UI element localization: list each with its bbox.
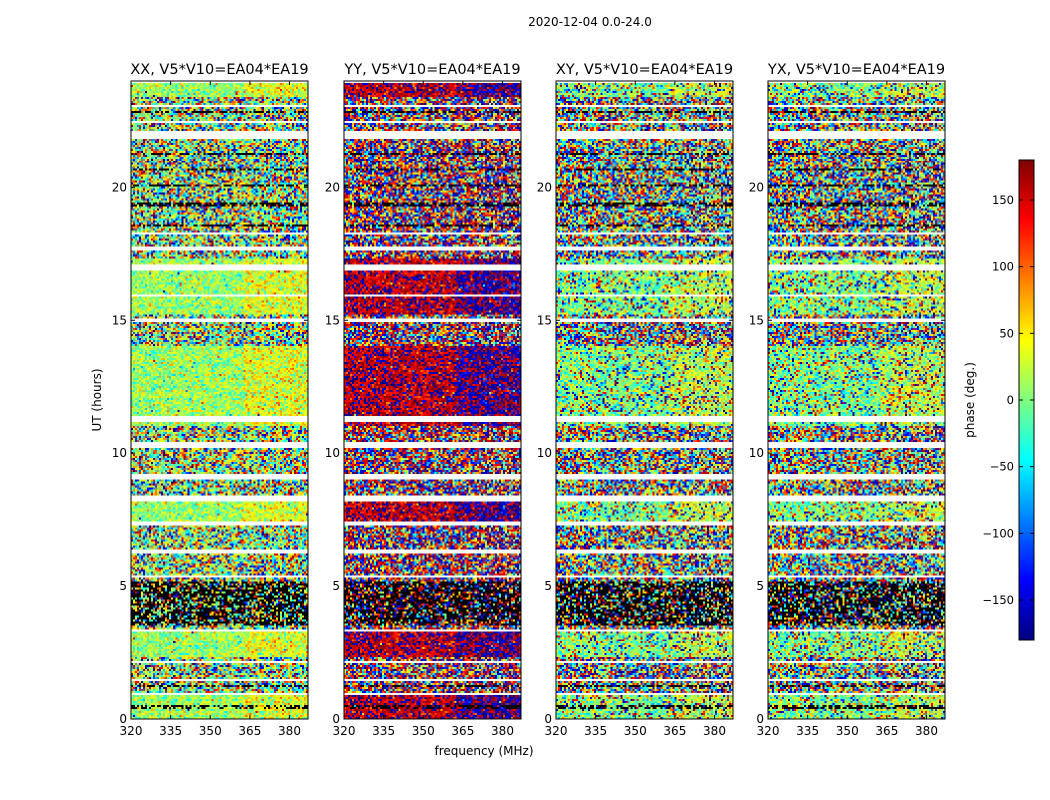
x-tick-label: 350 bbox=[412, 724, 435, 738]
x-tick-label: 350 bbox=[836, 724, 859, 738]
panel-frame bbox=[767, 80, 946, 720]
y-tick-label: 15 bbox=[749, 313, 764, 327]
y-tick-label: 20 bbox=[537, 180, 552, 194]
x-tick-label: 320 bbox=[333, 724, 356, 738]
panel-heatmap-4 bbox=[768, 81, 945, 719]
y-tick-label: 10 bbox=[112, 446, 127, 460]
colorbar-tick-label: −50 bbox=[990, 460, 1014, 474]
panel-title: YX, V5*V10=EA04*EA19 bbox=[767, 62, 945, 78]
y-tick-label: 0 bbox=[119, 712, 127, 726]
panel-3: XY, V5*V10=EA04*EA19 320 335 350 365 380 0 5 10 1… bbox=[537, 62, 734, 738]
x-tick-label: 380 bbox=[278, 724, 301, 738]
x-tick-label: 380 bbox=[915, 724, 938, 738]
y-tick-label: 5 bbox=[332, 579, 340, 593]
panel-heatmap-1 bbox=[131, 81, 308, 719]
panel-frame bbox=[343, 80, 522, 720]
x-tick-label: 335 bbox=[372, 724, 395, 738]
panel-1: XX, V5*V10=EA04*EA19 320 335 350 365 380 0 5 10 1… bbox=[112, 62, 309, 738]
colorbar-tick-label: 100 bbox=[992, 260, 1014, 274]
y-tick-label: 5 bbox=[119, 579, 127, 593]
y-tick-label: 0 bbox=[544, 712, 552, 726]
x-tick-label: 365 bbox=[875, 724, 898, 738]
x-tick-label: 380 bbox=[491, 724, 514, 738]
x-tick-label: 320 bbox=[120, 724, 143, 738]
y-tick-label: 10 bbox=[325, 446, 340, 460]
colorbar-label: phase (deg.) bbox=[963, 362, 977, 438]
panel-frame bbox=[555, 80, 734, 720]
panels-group: XX, V5*V10=EA04*EA19 320 335 350 365 380 0 5 10 1… bbox=[112, 62, 946, 738]
x-tick-label: 350 bbox=[199, 724, 222, 738]
y-tick-label: 0 bbox=[756, 712, 764, 726]
y-tick-label: 20 bbox=[112, 180, 127, 194]
x-tick-label: 320 bbox=[545, 724, 568, 738]
panel-4: YX, V5*V10=EA04*EA19 320 335 350 365 380 0 5 10 1… bbox=[749, 62, 946, 738]
panel-2: YY, V5*V10=EA04*EA19 320 335 350 365 380 0 5 10 1… bbox=[325, 62, 522, 738]
y-tick-label: 0 bbox=[332, 712, 340, 726]
y-tick-label: 5 bbox=[544, 579, 552, 593]
x-tick-label: 335 bbox=[159, 724, 182, 738]
x-tick-label: 365 bbox=[451, 724, 474, 738]
colorbar-tick-label: 150 bbox=[992, 193, 1014, 207]
x-tick-label: 380 bbox=[703, 724, 726, 738]
panel-heatmap-3 bbox=[556, 81, 733, 719]
x-tick-label: 320 bbox=[757, 724, 780, 738]
colorbar-tick-label: −100 bbox=[982, 526, 1014, 540]
figure-suptitle: 2020-12-04 0.0-24.0 bbox=[528, 15, 652, 29]
panel-heatmap-2 bbox=[344, 81, 521, 719]
panel-title: XY, V5*V10=EA04*EA19 bbox=[556, 62, 733, 78]
colorbar: 150 100 50 0 −50 −100 −150 bbox=[982, 159, 1035, 641]
panel-frame bbox=[130, 80, 309, 720]
colorbar-tick-label: 50 bbox=[999, 326, 1014, 340]
y-tick-label: 5 bbox=[756, 579, 764, 593]
y-tick-label: 20 bbox=[749, 180, 764, 194]
panel-title: YY, V5*V10=EA04*EA19 bbox=[343, 62, 520, 78]
x-axis-label: frequency (MHz) bbox=[434, 744, 533, 758]
y-tick-label: 15 bbox=[325, 313, 340, 327]
y-tick-label: 10 bbox=[537, 446, 552, 460]
x-tick-label: 350 bbox=[624, 724, 647, 738]
y-tick-label: 15 bbox=[112, 313, 127, 327]
colorbar-tick-label: 0 bbox=[1007, 393, 1014, 407]
x-tick-label: 365 bbox=[238, 724, 261, 738]
y-axis-label: UT (hours) bbox=[90, 368, 104, 431]
colorbar-tick-label: −150 bbox=[982, 593, 1014, 607]
y-tick-label: 15 bbox=[537, 313, 552, 327]
y-tick-label: 10 bbox=[749, 446, 764, 460]
x-tick-label: 335 bbox=[584, 724, 607, 738]
x-tick-label: 365 bbox=[663, 724, 686, 738]
y-tick-label: 20 bbox=[325, 180, 340, 194]
panel-title: XX, V5*V10=EA04*EA19 bbox=[130, 62, 308, 78]
x-tick-label: 335 bbox=[796, 724, 819, 738]
